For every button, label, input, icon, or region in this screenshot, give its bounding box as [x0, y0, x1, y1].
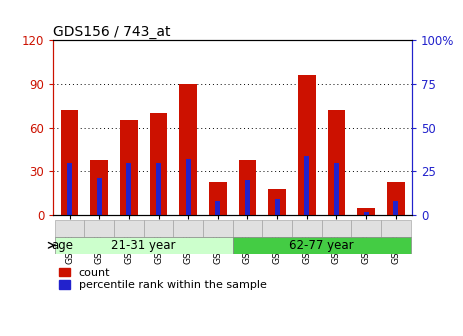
Bar [363, 212, 369, 215]
Bar [150, 113, 168, 215]
Bar [120, 120, 138, 215]
Bar [84, 220, 114, 237]
Bar [144, 220, 173, 237]
Bar [55, 237, 232, 254]
Bar [233, 237, 411, 254]
Bar [179, 84, 197, 215]
Bar [351, 220, 381, 237]
Bar [126, 163, 131, 215]
Text: GDS156 / 743_at: GDS156 / 743_at [53, 25, 171, 39]
Bar [233, 220, 263, 237]
Bar [55, 220, 84, 237]
Bar [156, 163, 161, 215]
Text: age: age [51, 239, 73, 252]
Bar [275, 199, 280, 215]
Bar [238, 160, 257, 215]
Legend: count, percentile rank within the sample: count, percentile rank within the sample [59, 268, 267, 290]
Bar [245, 180, 250, 215]
Bar [263, 220, 292, 237]
Bar [322, 220, 351, 237]
Bar [67, 163, 72, 215]
Bar [357, 208, 375, 215]
Bar [304, 156, 309, 215]
Bar [292, 220, 322, 237]
Bar [334, 163, 339, 215]
Bar [393, 201, 398, 215]
Bar [97, 178, 102, 215]
Bar [203, 220, 233, 237]
Bar [173, 220, 203, 237]
Text: 62-77 year: 62-77 year [289, 239, 354, 252]
Bar [90, 160, 108, 215]
Text: 21-31 year: 21-31 year [112, 239, 176, 252]
Bar [61, 110, 78, 215]
Bar [298, 75, 316, 215]
Bar [268, 189, 286, 215]
Bar [186, 159, 191, 215]
Bar [381, 220, 411, 237]
Bar [209, 181, 227, 215]
Bar [215, 201, 220, 215]
Bar [114, 220, 144, 237]
Bar [387, 181, 405, 215]
Bar [327, 110, 345, 215]
